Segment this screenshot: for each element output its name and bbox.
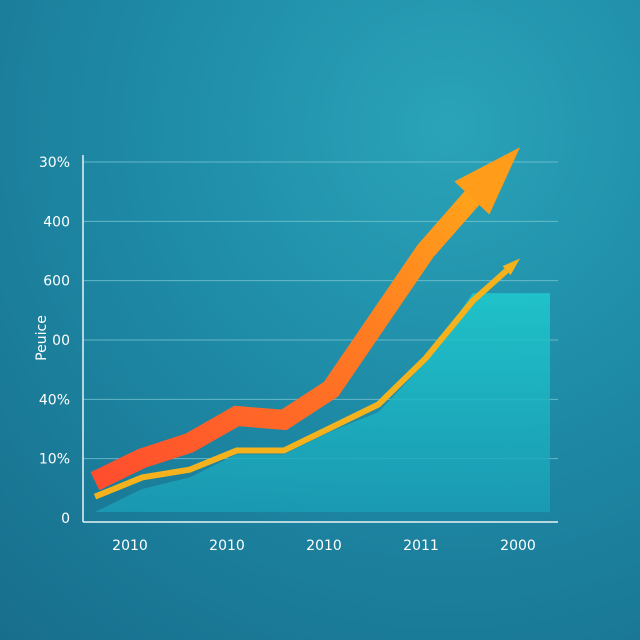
orange-series-line [90,190,481,491]
y-tick-label: 600 [43,274,70,290]
orange-arrowhead [454,147,520,215]
x-tick-label: 2010 [209,538,245,554]
x-ticks: 2010 2010 2010 2011 2000 [112,538,536,554]
y-tick-label: 40% [39,392,70,408]
yellow-arrowhead [502,258,520,276]
yellow-series-line [93,268,509,500]
x-tick-label: 2011 [403,538,439,554]
y-ticks: 0 10% 40% 00 600 400 30% [39,155,70,527]
y-tick-label: 400 [43,214,70,230]
y-tick-label: 00 [52,333,70,349]
x-tick-label: 2010 [112,538,148,554]
y-tick-label: 30% [39,155,70,171]
x-tick-label: 2010 [306,538,342,554]
axes [82,155,558,523]
x-tick-label: 2000 [500,538,536,554]
y-tick-label: 0 [61,511,70,527]
y-axis-label: Peuice [34,315,50,361]
series-layer [90,147,520,500]
y-tick-label: 10% [39,452,70,468]
